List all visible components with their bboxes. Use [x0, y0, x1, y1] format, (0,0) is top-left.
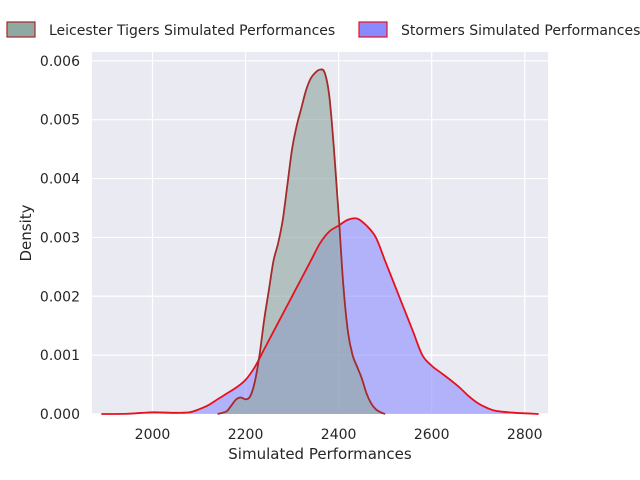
x-axis-title: Simulated Performances	[228, 445, 412, 463]
legend-swatch-leicester-tigers	[6, 21, 36, 38]
density-areas	[101, 69, 539, 414]
legend-label-leicester-tigers: Leicester Tigers Simulated Performances	[49, 23, 335, 39]
y-tick-label: 0.005	[40, 113, 80, 129]
y-axis-title: Density	[17, 204, 35, 261]
x-tick-label: 2800	[507, 427, 543, 443]
density-area-leicester-tigers	[217, 69, 386, 414]
y-tick-label: 0.006	[40, 54, 80, 70]
legend: Leicester Tigers Simulated Performances …	[6, 21, 640, 39]
legend-swatch-stormers	[358, 21, 388, 38]
y-tick-label: 0.004	[40, 172, 80, 188]
density-line-leicester-tigers	[217, 68, 386, 415]
legend-label-stormers: Stormers Simulated Performances	[401, 23, 640, 39]
y-tick-label: 0.000	[40, 407, 80, 423]
density-line-stormers	[101, 217, 539, 415]
x-tick-label: 2200	[228, 427, 264, 443]
density-lines	[101, 68, 539, 415]
x-tick-label: 2600	[414, 427, 450, 443]
y-tick-label: 0.003	[40, 230, 80, 246]
y-tick-labels: 0.000 0.001 0.002 0.003 0.004 0.005 0.006	[40, 54, 80, 423]
x-tick-label: 2000	[135, 427, 171, 443]
x-tick-label: 2400	[321, 427, 357, 443]
y-tick-label: 0.002	[40, 289, 80, 305]
y-tick-label: 0.001	[40, 348, 80, 364]
x-tick-labels: 2000 2200 2400 2600 2800	[135, 427, 543, 443]
